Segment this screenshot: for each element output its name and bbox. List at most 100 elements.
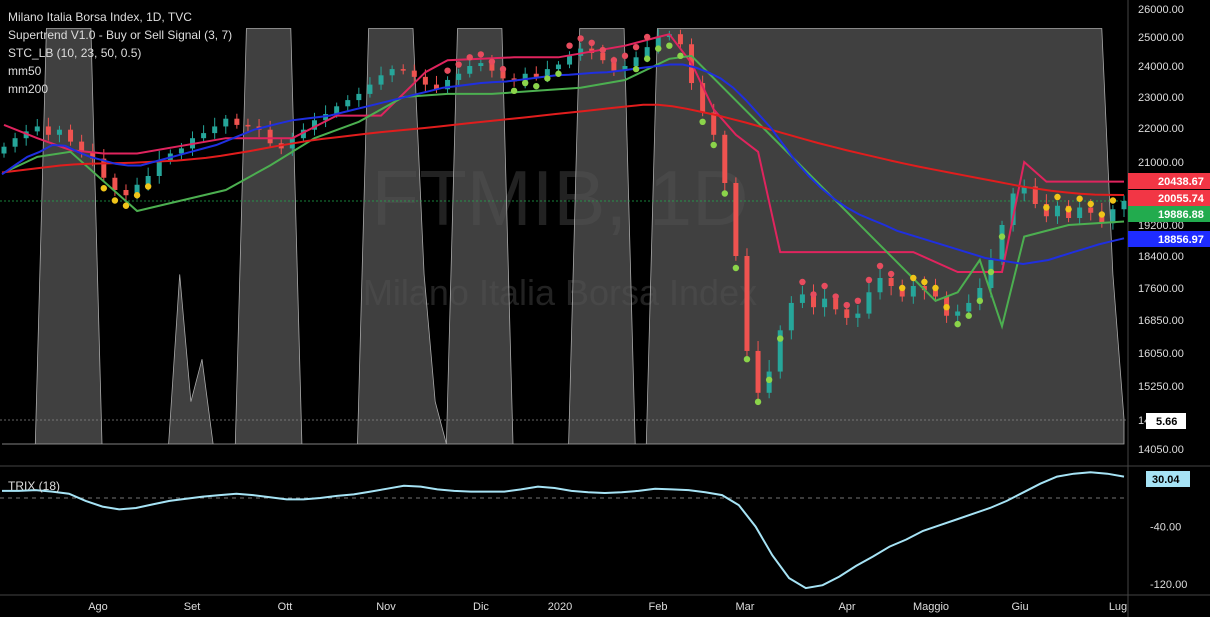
price-tick-label: 23000.00 [1138, 92, 1184, 104]
candle-body [633, 57, 639, 66]
signal-dot [921, 278, 928, 286]
legend-symbol[interactable]: Milano Italia Borsa Index, 1D, TVC [8, 10, 192, 24]
time-tick-label: Dic [473, 601, 489, 613]
candle-body [45, 126, 51, 135]
legend-mm50[interactable]: mm50 [8, 64, 42, 78]
price-tick-label: 18400.00 [1138, 251, 1184, 263]
candle-body [799, 294, 805, 303]
legend-mm200[interactable]: mm200 [8, 82, 49, 96]
candle-body [212, 126, 218, 134]
trix-legend[interactable]: TRIX (18) [8, 479, 61, 493]
candle-body [411, 70, 417, 77]
signal-dot [599, 46, 607, 54]
candle-body [733, 183, 739, 256]
price-tick-label: 22000.00 [1138, 123, 1184, 135]
signal-dot [765, 376, 773, 384]
mm200-line [1, 103, 1125, 196]
trix-tag [1146, 471, 1190, 487]
candle-body [611, 60, 617, 71]
price-tick-label: 26000.00 [1138, 4, 1184, 16]
time-tick-label: Giu [1011, 601, 1028, 613]
time-tick-label: Feb [649, 601, 668, 613]
candle-body [866, 292, 872, 314]
stc-tag-label: 5.66 [1156, 416, 1177, 428]
candle-body [555, 64, 561, 70]
signal-dot [987, 268, 995, 276]
trix-line [2, 471, 1125, 590]
signal-dot [632, 65, 640, 73]
candle-body [1110, 209, 1116, 224]
candle-body [267, 129, 273, 144]
candle-body [932, 290, 938, 297]
signal-dot [544, 75, 551, 82]
signal-dot [932, 284, 939, 292]
candle-body [567, 55, 573, 65]
signal-dot [666, 42, 673, 49]
signal-dot [1054, 193, 1061, 201]
candle-body [744, 256, 750, 351]
signal-dot [954, 320, 961, 328]
candle-body [844, 309, 850, 318]
price-tag-label: 19886.88 [1158, 209, 1204, 221]
signal-dot [1065, 206, 1072, 213]
signal-dot [943, 304, 950, 311]
signal-dot [555, 70, 562, 77]
candle-body [722, 134, 728, 183]
candle-body [112, 177, 118, 190]
legend-supertrend[interactable]: Supertrend V1.0 - Buy or Sell Signal (3,… [8, 28, 233, 42]
candle-body [811, 294, 817, 308]
signal-dot [754, 398, 762, 406]
candle-body [655, 37, 661, 48]
candle-body [966, 302, 972, 312]
candle-body [245, 124, 251, 127]
price-tag-label: 20055.74 [1158, 193, 1205, 205]
candle-body [977, 288, 983, 303]
candle-body [700, 83, 706, 113]
candle-body [300, 129, 306, 139]
candle-body [422, 76, 428, 85]
signal-dot [777, 335, 784, 342]
candle-body [1088, 207, 1094, 213]
signal-dot [655, 45, 662, 52]
signal-dot [455, 61, 462, 68]
chart-legend: Milano Italia Borsa Index, 1D, TVC Super… [8, 8, 232, 98]
candle-body [899, 286, 905, 297]
candle-body [34, 126, 40, 132]
candle-body [877, 278, 883, 293]
signal-dot [100, 185, 108, 192]
signal-dot [821, 282, 828, 290]
price-tick-label: 15250.00 [1138, 381, 1184, 393]
candle-body [777, 330, 783, 372]
candle-body [999, 225, 1005, 260]
candle-body [101, 158, 107, 178]
candle-body [1099, 212, 1105, 224]
signal-dot [610, 57, 618, 64]
candle-body [478, 63, 484, 66]
time-tick-label: Ott [278, 601, 293, 613]
price-tick-label: 19200.00 [1138, 220, 1184, 232]
signal-dot [521, 79, 529, 87]
price-tick-label: 16850.00 [1138, 315, 1184, 327]
price-tick-label: 17600.00 [1138, 283, 1184, 295]
price-tag-label: 18856.97 [1158, 234, 1204, 246]
signal-dot [1076, 195, 1083, 202]
candle-body [334, 106, 340, 115]
signal-dot [810, 291, 817, 298]
candle-body [68, 129, 74, 142]
stc-area [2, 28, 1125, 445]
price-tag-label: 20438.67 [1158, 176, 1204, 188]
time-tick-label: Maggio [913, 601, 949, 613]
candle-body [178, 148, 184, 154]
candle-body [389, 69, 395, 76]
candle-body [467, 66, 473, 74]
signal-dot [743, 355, 751, 363]
signal-dot [1098, 211, 1106, 218]
signal-dot [111, 197, 119, 204]
signal-dot [133, 192, 141, 199]
signal-dot [1043, 204, 1050, 211]
price-tick-label: 21000.00 [1138, 157, 1184, 169]
candle-body [367, 84, 373, 94]
candle-body [156, 160, 162, 176]
legend-stc[interactable]: STC_LB (10, 23, 50, 0.5) [8, 46, 142, 60]
